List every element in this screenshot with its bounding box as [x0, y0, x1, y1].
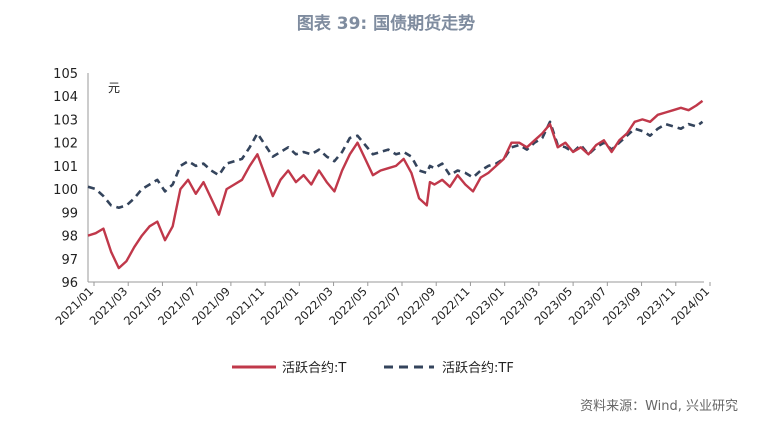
series-line-tf [87, 120, 704, 209]
source-note: 资料来源：Wind, 兴业研究 [580, 399, 738, 414]
legend-label-t: 活跃合约:T [282, 361, 346, 376]
y-tick-label: 98 [61, 230, 78, 245]
y-tick-label: 100 [53, 183, 78, 198]
series-line-t [87, 99, 704, 270]
y-axis-ticks: 96 97 98 99 100 101 102 103 104 105 [53, 67, 78, 291]
chart-axes [87, 73, 704, 283]
legend-label-tf: 活跃合约:TF [442, 361, 514, 376]
y-axis-unit-label: 元 [108, 81, 120, 95]
chart-legend: 活跃合约:T 活跃合约:TF [232, 361, 514, 376]
x-tick-label: 2024/01 [668, 284, 712, 328]
chart-title: 图表 39: 国债期货走势 [296, 14, 476, 34]
y-tick-label: 99 [61, 206, 78, 221]
y-tick-label: 104 [53, 90, 78, 105]
y-tick-label: 101 [53, 160, 78, 175]
chart-series [87, 99, 704, 270]
y-tick-label: 105 [53, 67, 78, 82]
y-tick-label: 97 [61, 253, 78, 268]
y-tick-label: 102 [53, 137, 78, 152]
y-tick-label: 103 [53, 113, 78, 128]
y-tick-label: 96 [61, 276, 78, 291]
x-axis-ticks: 2021/012021/032021/052021/072021/092021/… [52, 282, 712, 328]
